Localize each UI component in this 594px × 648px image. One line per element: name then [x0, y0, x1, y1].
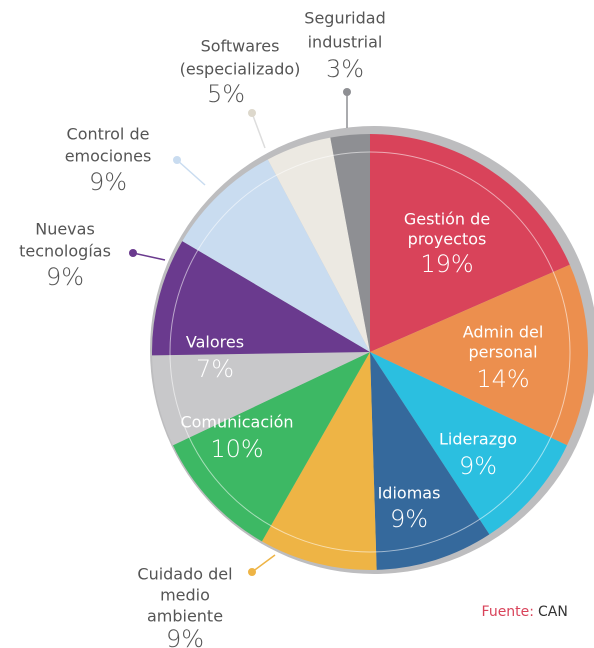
pie-slice: [172, 352, 370, 542]
slice-label: proyectos: [408, 230, 487, 249]
slice-label: Comunicación: [180, 413, 293, 432]
slice-label: personal: [468, 343, 537, 362]
leader-line: [251, 554, 276, 573]
slice-label: Nuevas: [35, 220, 95, 239]
pie-slice: [330, 134, 370, 352]
slice-label: Control de: [67, 125, 150, 144]
slice-label: Softwares: [201, 37, 280, 56]
pie-slice: [261, 352, 377, 570]
slice-label: emociones: [65, 147, 152, 166]
pie-slice: [370, 264, 588, 446]
pie-slice: [370, 352, 490, 570]
leader-dot: [248, 568, 256, 576]
leader-dot: [248, 109, 256, 117]
value-label: 9%: [89, 168, 127, 196]
slice-label: Liderazgo: [439, 430, 517, 449]
value-label: 9%: [390, 505, 428, 533]
leader-dot: [343, 88, 351, 96]
slice-label: ambiente: [147, 607, 223, 626]
pie-slice: [182, 159, 370, 352]
slice-label: Admin del: [463, 323, 544, 342]
pie-slice: [152, 352, 370, 446]
source-label: Fuente:: [482, 604, 534, 620]
source: CAN: [538, 604, 568, 620]
value-label: 14%: [476, 365, 529, 393]
leader-line: [251, 112, 266, 149]
leader-line: [132, 252, 166, 261]
slice-label: Seguridad: [304, 9, 385, 28]
leader-dot: [129, 249, 137, 257]
slice-label: tecnologías: [19, 242, 111, 261]
value-label: 9%: [46, 263, 84, 291]
slice-label: medio: [160, 586, 210, 605]
slice-label: Gestión de: [404, 210, 490, 229]
leader-dot: [173, 156, 181, 164]
slice-label: Idiomas: [378, 484, 441, 503]
slice-label: industrial: [308, 33, 383, 52]
value-label: 19%: [420, 250, 473, 278]
slice-label: (especializado): [180, 60, 301, 79]
pie-slice: [370, 352, 568, 535]
value-label: 5%: [207, 80, 245, 108]
leader-line: [176, 159, 206, 186]
value-label: 10%: [210, 435, 263, 463]
pie-slice: [152, 241, 370, 356]
pie-slice: [370, 134, 570, 352]
inner-ring: [169, 151, 571, 553]
value-label: 9%: [166, 625, 204, 648]
value-label: 9%: [459, 452, 497, 480]
pie-slice: [267, 137, 370, 352]
slice-label: Valores: [186, 333, 244, 352]
slice-label: Cuidado del: [137, 565, 232, 584]
value-label: 3%: [326, 55, 364, 83]
value-label: 7%: [196, 355, 234, 383]
